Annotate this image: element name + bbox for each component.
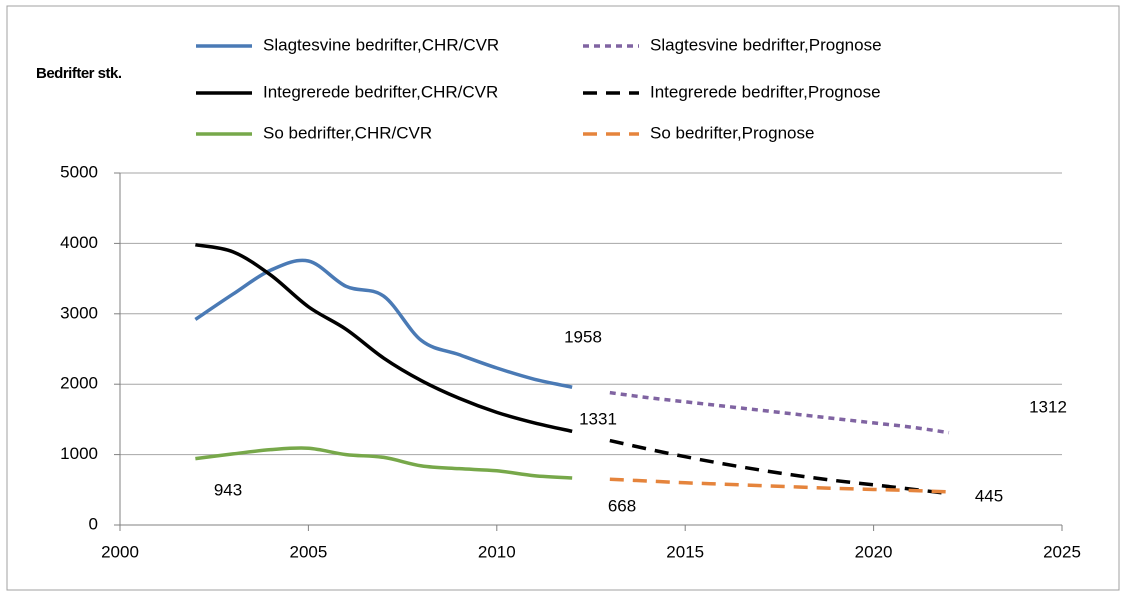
data-label: 445 xyxy=(975,486,1003,505)
legend-label: Integrerede bedrifter,CHR/CVR xyxy=(263,82,498,101)
legend-label: Slagtesvine bedrifter,Prognose xyxy=(650,35,882,54)
chart-frame xyxy=(6,5,1120,591)
x-tick-label: 2025 xyxy=(1043,542,1081,561)
legend-label: So bedrifter,Prognose xyxy=(650,123,814,142)
y-tick-label: 3000 xyxy=(60,303,98,322)
x-tick-label: 2000 xyxy=(101,542,139,561)
data-label: 943 xyxy=(214,480,242,499)
y-tick-label: 4000 xyxy=(60,233,98,252)
data-label: 1312 xyxy=(1029,397,1067,416)
legend-label: So bedrifter,CHR/CVR xyxy=(263,123,432,142)
y-tick-label: 1000 xyxy=(60,444,98,463)
x-tick-label: 2010 xyxy=(478,542,516,561)
series-line xyxy=(609,390,950,435)
y-tick-label: 5000 xyxy=(60,162,98,181)
y-tick-label: 2000 xyxy=(60,374,98,393)
y-tick-label: 0 xyxy=(89,514,98,533)
data-label: 1331 xyxy=(579,409,617,428)
x-tick-label: 2005 xyxy=(289,542,327,561)
series-line xyxy=(195,243,573,434)
data-label: 1958 xyxy=(564,327,602,346)
legend-label: Slagtesvine bedrifter,CHR/CVR xyxy=(263,35,499,54)
x-tick-label: 2020 xyxy=(855,542,893,561)
y-axis-label: Bedrifter stk. xyxy=(36,65,122,82)
series-line xyxy=(609,438,950,496)
legend-label: Integrerede bedrifter,Prognose xyxy=(650,82,881,101)
x-tick-label: 2015 xyxy=(666,542,704,561)
series-line xyxy=(195,446,573,480)
series-line xyxy=(194,258,573,389)
series-line xyxy=(609,477,950,494)
data-label: 668 xyxy=(608,496,636,515)
